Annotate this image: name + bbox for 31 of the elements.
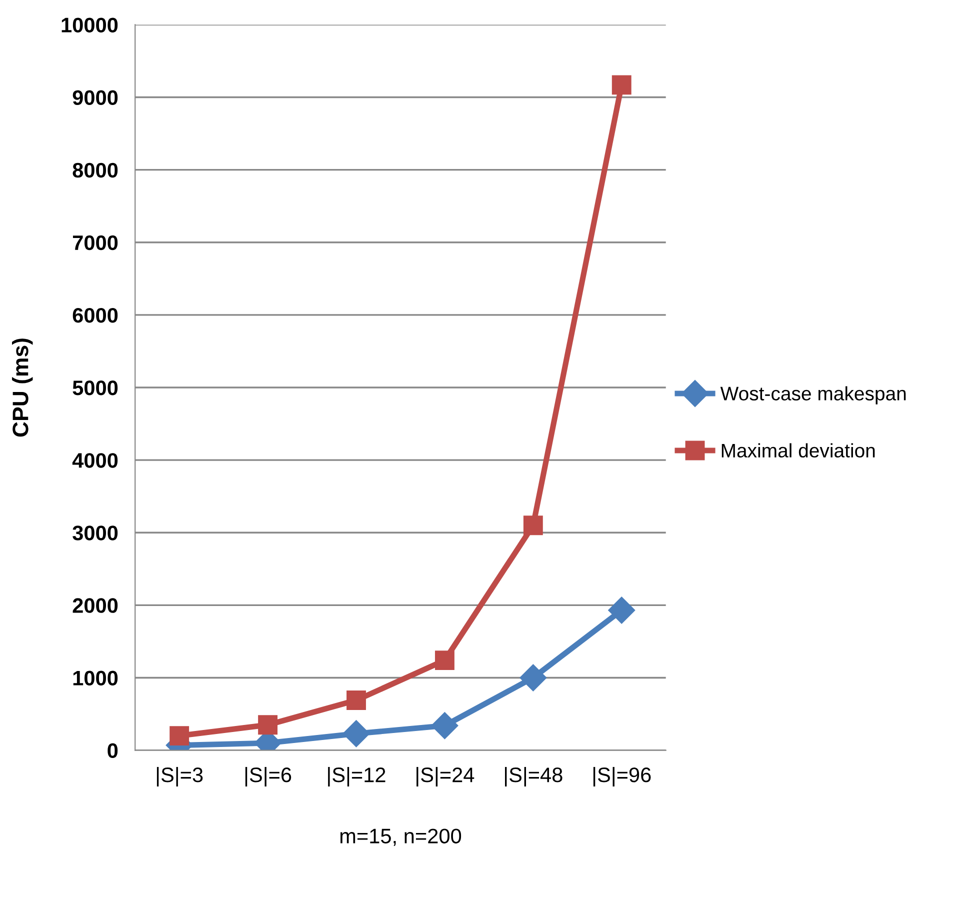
legend-label: Wost-case makespan: [720, 386, 906, 404]
point: [523, 516, 543, 536]
y-tick-label: 4000: [72, 453, 118, 468]
y-axis-title: CPU (ms): [12, 338, 33, 437]
x-tick-label: |S|=6: [245, 766, 292, 786]
point: [258, 715, 278, 735]
point: [520, 664, 547, 692]
y-tick-label: 5000: [72, 380, 118, 396]
y-tick-label: 7000: [72, 235, 118, 250]
y-tick-label: 2000: [72, 598, 118, 613]
y-tick-label: 6000: [72, 308, 118, 323]
point: [608, 596, 636, 624]
y-tick-label: 3000: [72, 526, 118, 540]
y-tick-label: 10000: [62, 18, 118, 32]
y-tick-label: 0: [108, 743, 118, 758]
y-tick-label: 1000: [73, 670, 118, 686]
point: [434, 650, 454, 670]
y-tick-label: 9000: [72, 90, 118, 106]
x-tick-label: |S|=96: [593, 766, 651, 786]
legend-label: Maximal deviation: [722, 443, 875, 458]
point: [612, 75, 632, 95]
point: [342, 720, 370, 748]
point: [170, 726, 190, 746]
point: [346, 690, 366, 710]
x-tick-label: |S|=12: [328, 766, 386, 786]
point: [431, 712, 458, 740]
y-tick-label: 8000: [72, 162, 118, 178]
x-tick-label: |S|=48: [504, 766, 562, 786]
x-axis-title: m=15, n=200: [340, 828, 462, 846]
x-tick-label: |S|=24: [416, 766, 474, 786]
x-tick-label: |S|=3: [156, 766, 203, 786]
